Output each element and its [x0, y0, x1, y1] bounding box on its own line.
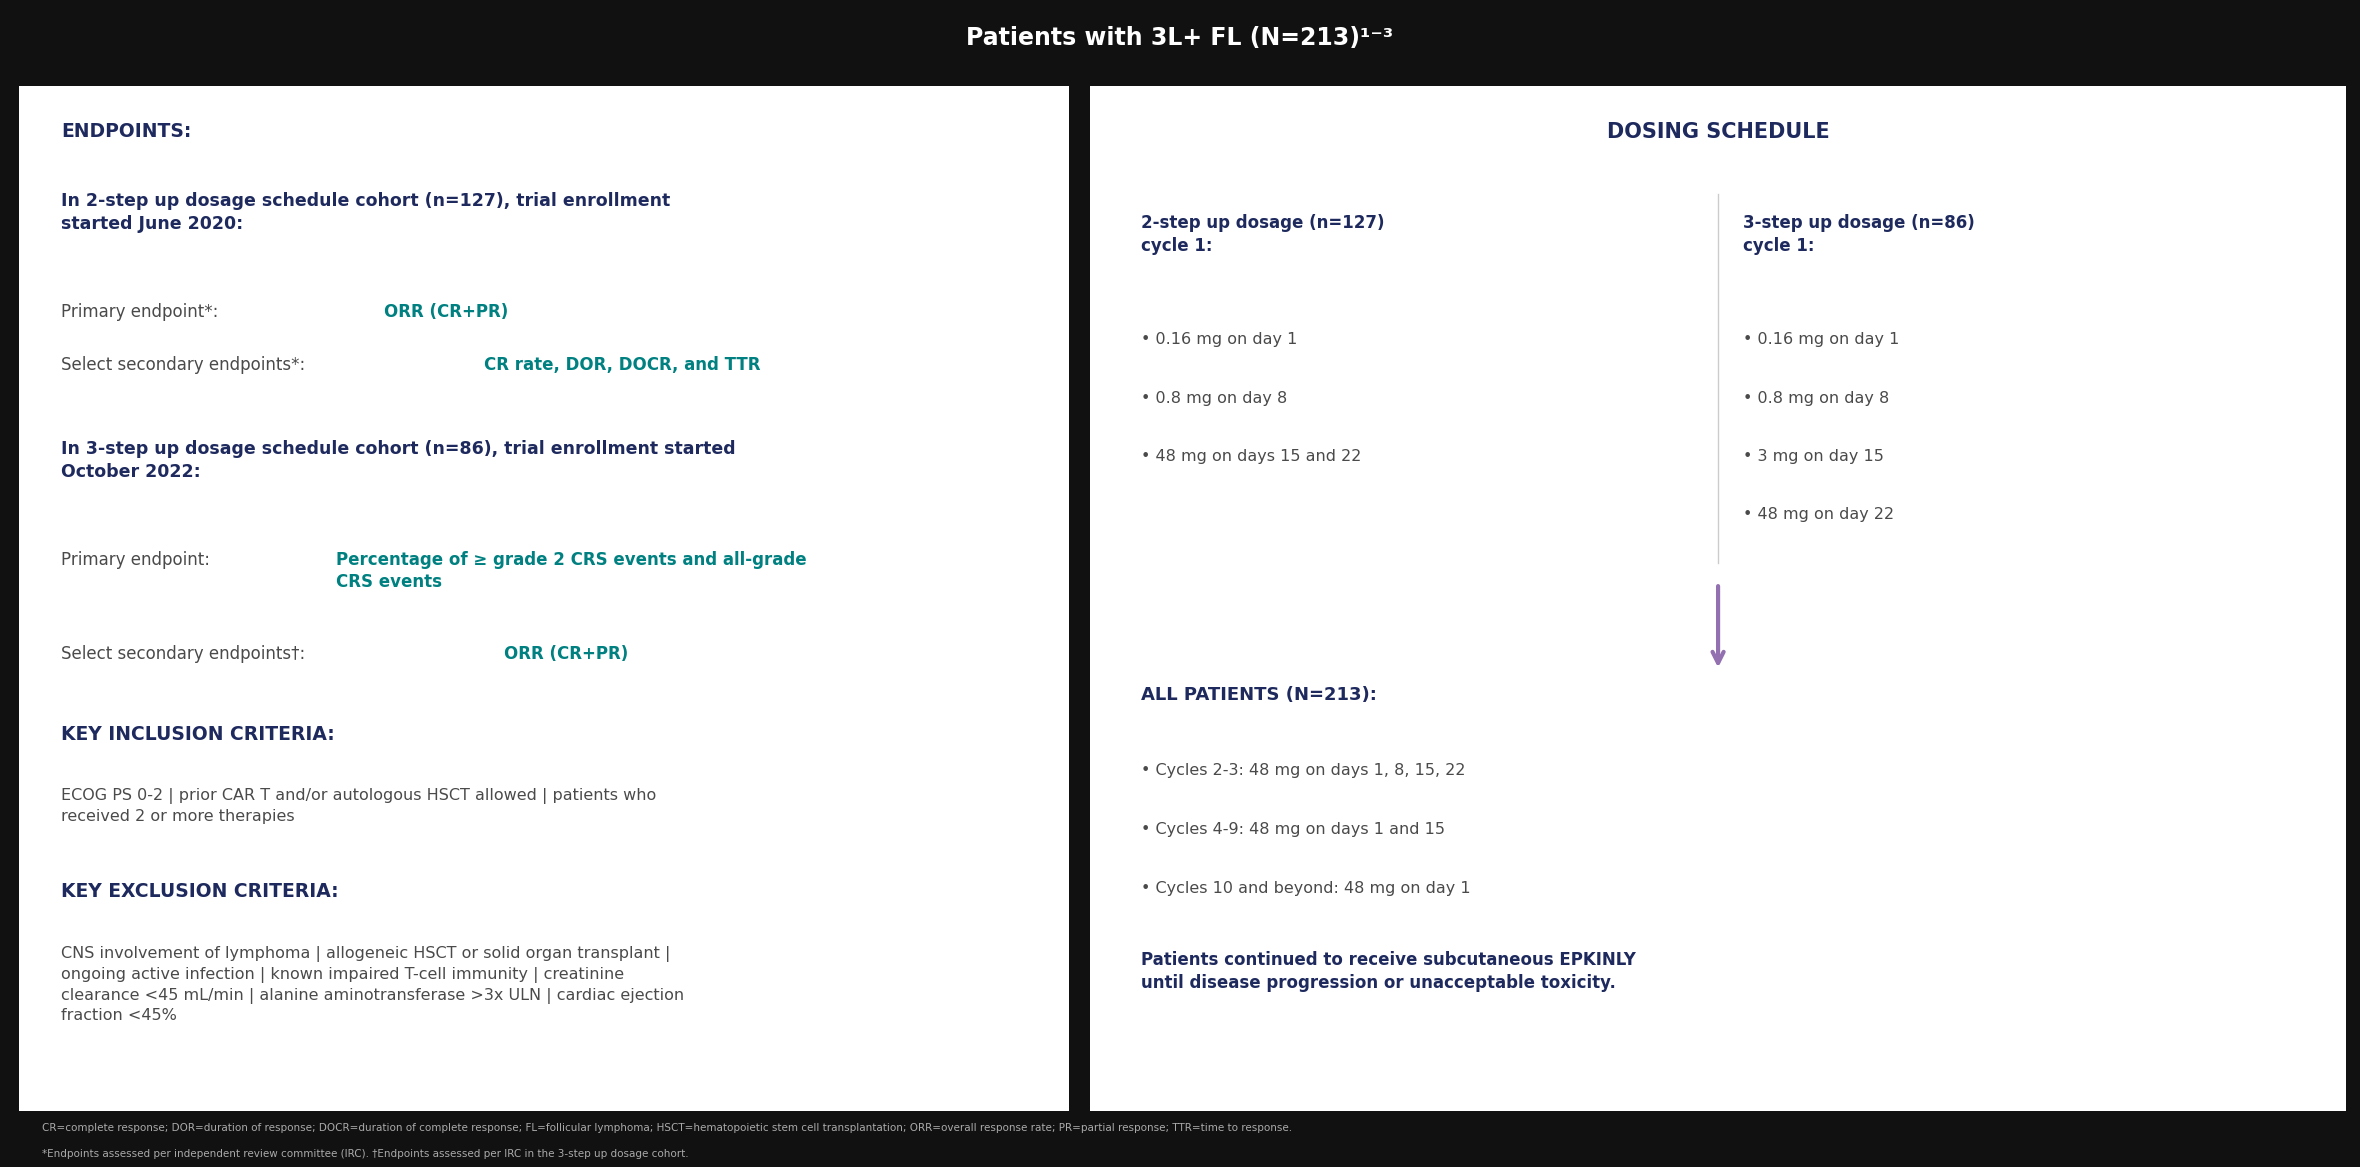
Text: ECOG PS 0-2 | prior CAR T and/or autologous HSCT allowed | patients who
received: ECOG PS 0-2 | prior CAR T and/or autolog… [61, 788, 656, 824]
Text: ORR (CR+PR): ORR (CR+PR) [385, 302, 510, 321]
Text: DOSING SCHEDULE: DOSING SCHEDULE [1607, 123, 1829, 142]
Text: ORR (CR+PR): ORR (CR+PR) [505, 645, 628, 663]
FancyBboxPatch shape [1083, 82, 2353, 1116]
Text: • Cycles 2-3: 48 mg on days 1, 8, 15, 22: • Cycles 2-3: 48 mg on days 1, 8, 15, 22 [1140, 762, 1466, 777]
Text: CNS involvement of lymphoma | allogeneic HSCT or solid organ transplant |
ongoin: CNS involvement of lymphoma | allogeneic… [61, 946, 684, 1023]
Text: • 0.8 mg on day 8: • 0.8 mg on day 8 [1744, 391, 1890, 406]
Text: • 48 mg on day 22: • 48 mg on day 22 [1744, 508, 1895, 523]
Text: ENDPOINTS:: ENDPOINTS: [61, 123, 191, 141]
Text: 2-step up dosage (n=127)
cycle 1:: 2-step up dosage (n=127) cycle 1: [1140, 215, 1383, 256]
Text: • Cycles 4-9: 48 mg on days 1 and 15: • Cycles 4-9: 48 mg on days 1 and 15 [1140, 822, 1444, 837]
Text: • 0.16 mg on day 1: • 0.16 mg on day 1 [1744, 333, 1900, 348]
Text: • 0.16 mg on day 1: • 0.16 mg on day 1 [1140, 333, 1298, 348]
Text: Patients with 3L+ FL (N=213)¹⁻³: Patients with 3L+ FL (N=213)¹⁻³ [968, 26, 1392, 50]
Text: Select secondary endpoints*:: Select secondary endpoints*: [61, 356, 312, 373]
Text: • 48 mg on days 15 and 22: • 48 mg on days 15 and 22 [1140, 449, 1362, 464]
Text: KEY EXCLUSION CRITERIA:: KEY EXCLUSION CRITERIA: [61, 882, 337, 901]
Text: Select secondary endpoints†:: Select secondary endpoints†: [61, 645, 312, 663]
Text: • 3 mg on day 15: • 3 mg on day 15 [1744, 449, 1883, 464]
Text: KEY INCLUSION CRITERIA:: KEY INCLUSION CRITERIA: [61, 725, 335, 743]
Text: • Cycles 10 and beyond: 48 mg on day 1: • Cycles 10 and beyond: 48 mg on day 1 [1140, 881, 1470, 896]
Text: 3-step up dosage (n=86)
cycle 1:: 3-step up dosage (n=86) cycle 1: [1744, 215, 1975, 256]
Text: CR rate, DOR, DOCR, and TTR: CR rate, DOR, DOCR, and TTR [484, 356, 760, 373]
Text: *Endpoints assessed per independent review committee (IRC). †Endpoints assessed : *Endpoints assessed per independent revi… [42, 1149, 689, 1159]
Text: In 2-step up dosage schedule cohort (n=127), trial enrollment
started June 2020:: In 2-step up dosage schedule cohort (n=1… [61, 191, 670, 232]
Text: Primary endpoint*:: Primary endpoint*: [61, 302, 224, 321]
Text: CR=complete response; DOR=duration of response; DOCR=duration of complete respon: CR=complete response; DOR=duration of re… [42, 1124, 1293, 1133]
Text: ALL PATIENTS (N=213):: ALL PATIENTS (N=213): [1140, 686, 1376, 704]
Text: Patients continued to receive subcutaneous EPKINLY
until disease progression or : Patients continued to receive subcutaneo… [1140, 951, 1635, 992]
FancyBboxPatch shape [14, 82, 1074, 1116]
Text: Primary endpoint:: Primary endpoint: [61, 551, 215, 568]
Text: In 3-step up dosage schedule cohort (n=86), trial enrollment started
October 202: In 3-step up dosage schedule cohort (n=8… [61, 440, 736, 481]
Text: • 0.8 mg on day 8: • 0.8 mg on day 8 [1140, 391, 1286, 406]
Text: Percentage of ≥ grade 2 CRS events and all-grade
CRS events: Percentage of ≥ grade 2 CRS events and a… [335, 551, 807, 592]
